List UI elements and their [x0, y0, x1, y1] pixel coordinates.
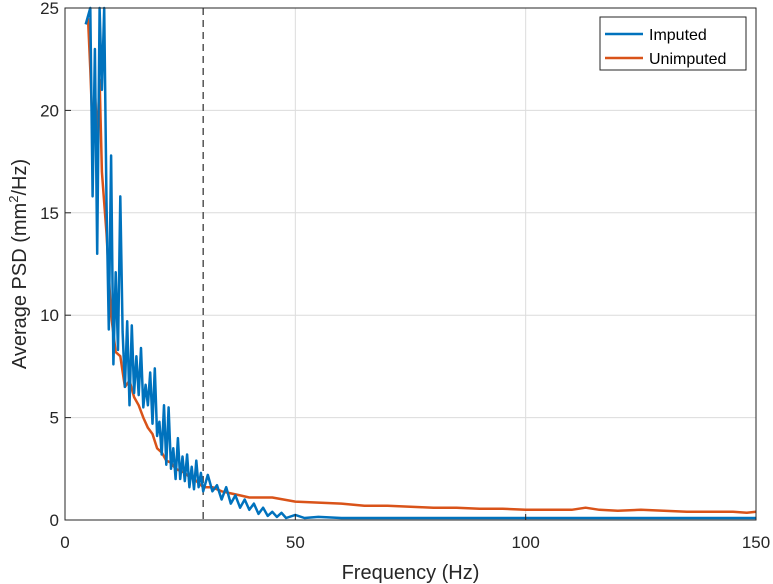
x-tick-label: 50 [286, 533, 305, 552]
x-tick-label: 100 [511, 533, 539, 552]
axes-box [64, 7, 757, 521]
plot-area [64, 6, 757, 521]
x-axis-title: Frequency (Hz) [342, 562, 480, 584]
y-tick-label: 20 [40, 101, 59, 120]
y-tick-label: 0 [50, 511, 59, 530]
series-group [84, 6, 757, 520]
y-axis-title: Average PSD (mm2/Hz) [6, 159, 31, 369]
y-axis-title-superscript: 2 [6, 196, 21, 203]
axes-background [65, 8, 756, 520]
y-tick-label: 15 [40, 204, 59, 223]
legend-label-unimputed: Unimputed [649, 51, 726, 68]
legend-box [599, 16, 747, 71]
y-axis-title-prefix: Average PSD (mm [9, 203, 31, 369]
y-tick-labels: 0 5 10 15 20 25 [40, 0, 71, 530]
y-tick-label: 5 [50, 409, 59, 428]
y-tick-label: 10 [40, 306, 59, 325]
legend-label-imputed: Imputed [649, 27, 707, 44]
series-line-imputed [84, 6, 756, 520]
x-tick-label: 150 [742, 533, 770, 552]
y-tick-label: 25 [40, 0, 59, 18]
y-axis-title-suffix: /Hz) [9, 159, 31, 196]
x-tick-labels: 0 50 100 150 [60, 514, 770, 552]
x-tick-label: 0 [60, 533, 69, 552]
legend: Imputed Unimputed [599, 16, 747, 71]
